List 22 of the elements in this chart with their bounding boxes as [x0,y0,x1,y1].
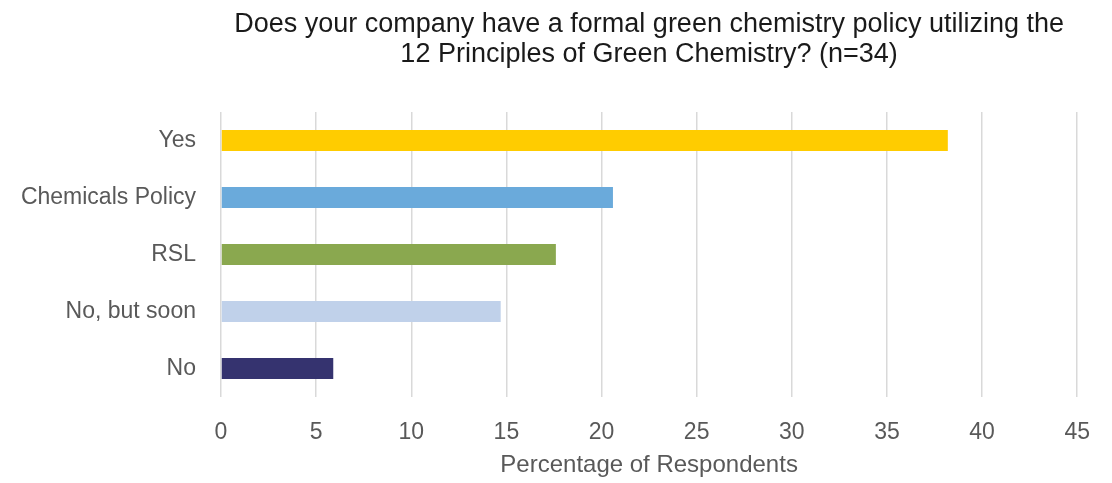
x-tick-label: 40 [969,418,995,445]
x-tick-label: 0 [214,418,228,445]
x-tick-label: 25 [683,418,710,445]
x-tick-label: 30 [779,418,805,445]
bar [221,300,501,323]
y-tick-label: Yes [158,125,196,152]
y-tick-label: No [166,353,196,380]
chart-title: Does your company have a formal green chemistry policy utilizing the 12 Principles of Green Chemistry? (n=34) [234,8,1065,69]
x-tick-label: 45 [1064,418,1091,445]
x-axis-title: Percentage of Respondents [500,450,798,478]
x-tick-label: 20 [588,418,615,445]
bar [221,243,556,266]
bar [221,129,948,151]
y-tick-label: No, but soon [65,296,196,323]
x-tick-label: 10 [398,418,425,445]
bar [221,186,613,209]
bar [221,357,334,380]
x-tick-label: 35 [874,418,900,445]
x-tick-label: 5 [309,418,323,445]
y-tick-label: Chemicals Policy [20,182,197,209]
y-tick-label: RSL [151,239,197,266]
x-tick-label: 15 [493,418,520,445]
